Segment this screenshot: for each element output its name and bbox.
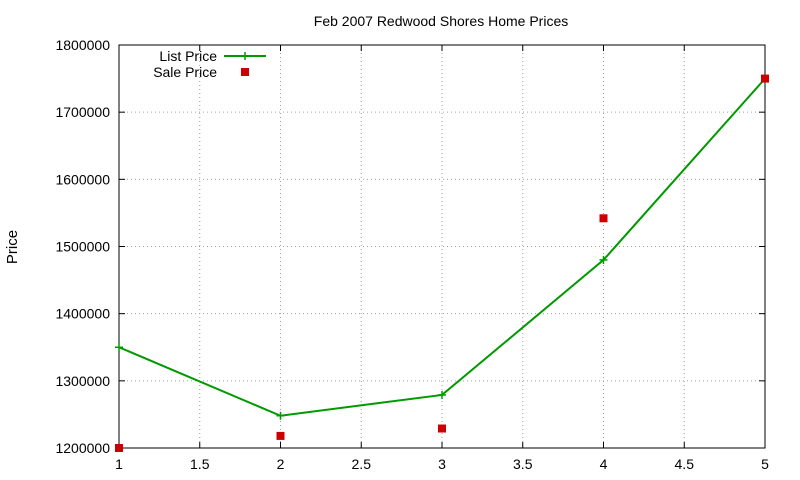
- chart-title: Feb 2007 Redwood Shores Home Prices: [314, 13, 568, 29]
- axis-ticks: 1 1.5 2 2.5 3 3.5 4 4.5 5 1200000 1300000 1400000 15…: [55, 37, 769, 472]
- y-tick-label: 1700000: [55, 104, 110, 120]
- y-tick-label: 1300000: [55, 373, 110, 389]
- sale-price-point: [115, 444, 123, 452]
- legend-label: Sale Price: [153, 64, 217, 80]
- y-axis-label: Price: [4, 230, 21, 264]
- sale-price-point: [599, 214, 608, 223]
- series-layer: [115, 74, 769, 452]
- y-tick-label: 1600000: [55, 171, 110, 187]
- y-tick-label: 1800000: [55, 37, 110, 53]
- sale-price-point: [438, 424, 446, 433]
- plot-frame: [118, 44, 766, 449]
- x-tick-label: 2.5: [352, 456, 372, 472]
- x-tick-label: 3: [438, 456, 446, 472]
- y-tick-label: 1200000: [55, 440, 110, 456]
- list-price-point: [438, 390, 446, 399]
- legend-swatch-marker: [241, 68, 249, 76]
- list-price-point: [599, 255, 608, 264]
- x-tick-label: 5: [761, 456, 769, 472]
- x-tick-label: 4: [600, 456, 608, 472]
- x-tick-label: 1.5: [190, 456, 210, 472]
- y-tick-label: 1500000: [55, 239, 110, 255]
- list-price-point: [276, 411, 285, 420]
- list-price-point: [115, 343, 123, 352]
- x-tick-label: 1: [115, 456, 123, 472]
- x-tick-label: 2: [277, 456, 285, 472]
- legend-label: List Price: [159, 48, 217, 64]
- x-tick-label: 4.5: [675, 456, 695, 472]
- legend-swatch-marker: [241, 52, 249, 60]
- x-tick-label: 3.5: [513, 456, 533, 472]
- y-tick-label: 1400000: [55, 306, 110, 322]
- sale-price-point: [276, 431, 285, 440]
- sale-price-point: [761, 74, 769, 83]
